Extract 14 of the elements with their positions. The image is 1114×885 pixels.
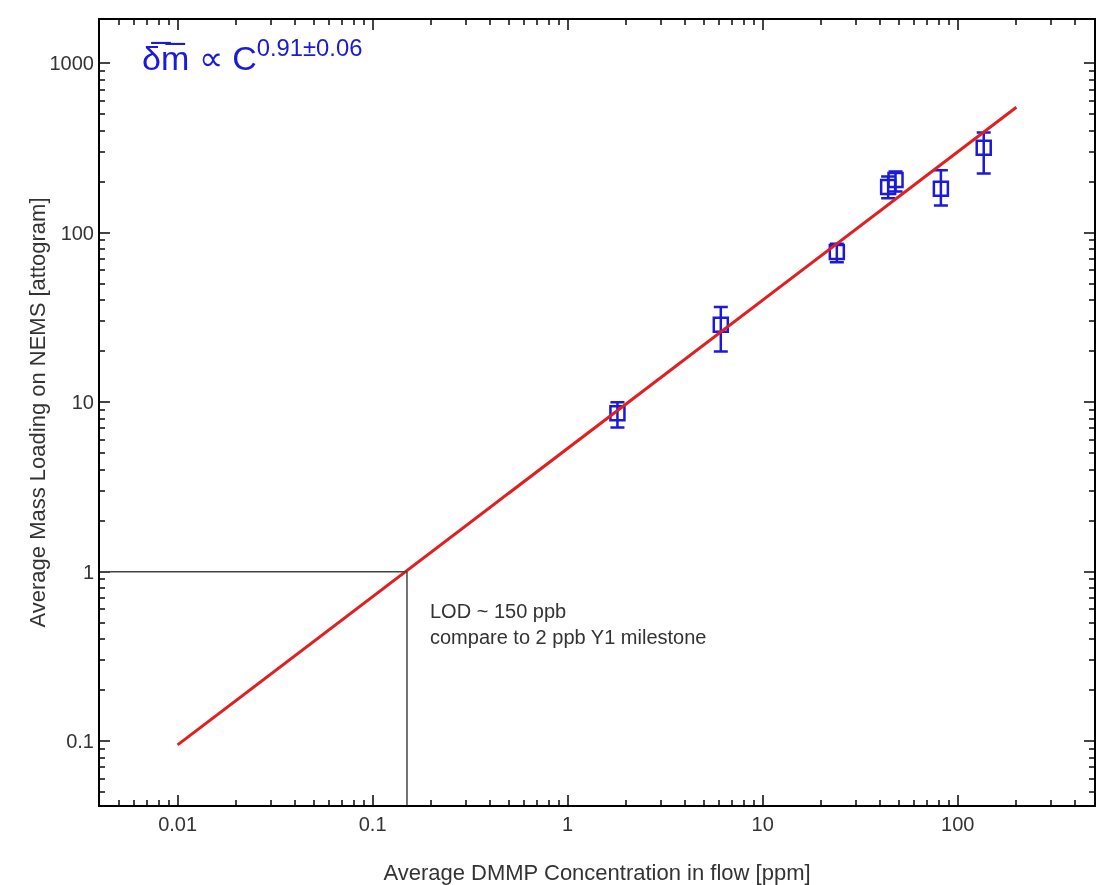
y-tick-label: 100 xyxy=(60,221,94,244)
x-tick-label: 0.1 xyxy=(358,813,387,835)
y-tick-label: 10 xyxy=(71,391,94,414)
x-tick-label: 0.01 xyxy=(158,813,198,835)
y-tick-label: 0.1 xyxy=(66,730,94,753)
x-tick-label: 1 xyxy=(562,813,574,835)
y-tick-label: 1 xyxy=(82,560,94,583)
annotation: LOD ~ 150 ppb compare to 2 ppb Y1 milestone xyxy=(430,600,707,648)
x-tick-label: 100 xyxy=(941,813,975,835)
y-tick-label: 1000 xyxy=(49,52,94,75)
y-axis-title: Average Mass Loading on NEMS [attogram] xyxy=(25,197,50,628)
x-axis-title: Average DMMP Concentration in flow [ppm] xyxy=(383,860,811,885)
annotation: δ̅m̅ ∝ C$^{0.91±0.06}$ xyxy=(142,34,363,78)
x-tick-label: 10 xyxy=(751,813,774,835)
